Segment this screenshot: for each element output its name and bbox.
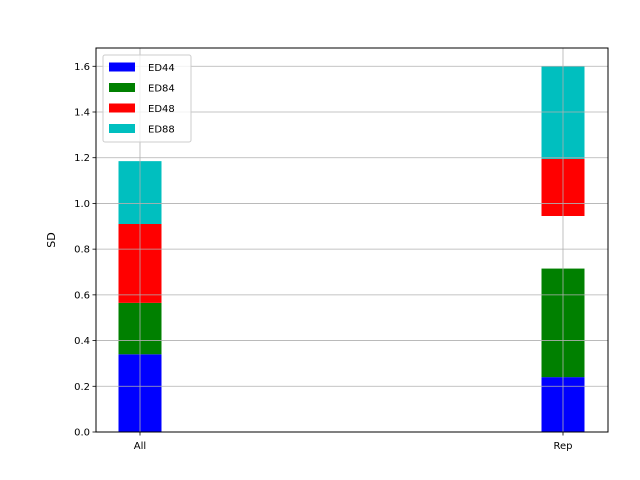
x-tick-label: All: [134, 441, 146, 452]
y-tick-label: 0.0: [74, 428, 90, 439]
y-tick-label: 1.0: [74, 199, 90, 210]
legend-swatch: [109, 83, 135, 92]
legend-swatch: [109, 103, 135, 113]
y-tick-label: 0.4: [74, 336, 90, 347]
y-tick-label: 1.6: [74, 62, 90, 73]
x-tick-label: Rep: [554, 441, 573, 452]
legend-label: ED48: [148, 104, 175, 115]
y-tick-label: 0.2: [74, 382, 90, 393]
legend-label: ED44: [148, 63, 175, 74]
y-axis-label: SD: [45, 232, 58, 247]
y-tick-label: 1.4: [74, 108, 90, 119]
plot-area-frame: [95, 47, 609, 433]
x-axis: All Rep: [134, 432, 573, 452]
legend-swatch: [109, 62, 135, 72]
y-tick-label: 1.2: [74, 153, 90, 164]
y-tick-label: 0.6: [74, 290, 90, 301]
legend-box: [102, 54, 192, 143]
legend-label: ED84: [148, 84, 175, 95]
legend: ED44 ED84 ED48 ED88: [102, 54, 192, 143]
legend-label: ED88: [148, 125, 175, 136]
y-tick-label: 0.8: [74, 245, 90, 256]
legend-swatch: [109, 124, 135, 133]
y-axis: 0.0 0.2 0.4 0.6 0.8 1.0 1.2 1.4 1.6: [74, 62, 96, 439]
